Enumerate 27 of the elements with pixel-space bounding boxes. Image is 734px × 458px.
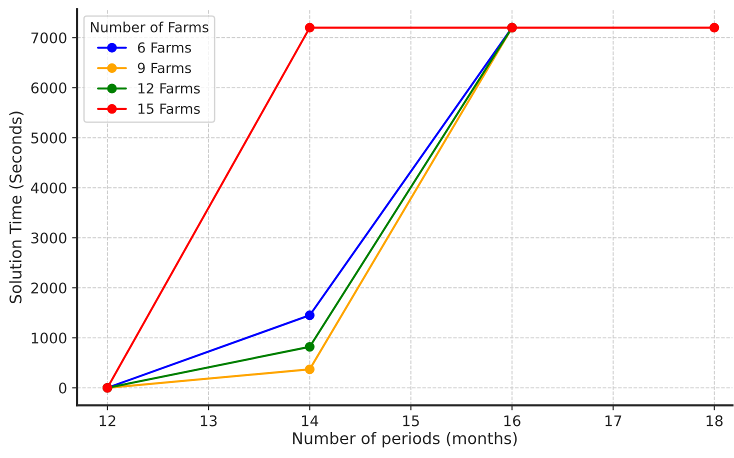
x-tick-label: 15	[403, 416, 419, 426]
y-tick-label: 1000	[32, 332, 66, 344]
point	[709, 22, 720, 33]
legend-label: 15 Farms	[138, 104, 200, 114]
point	[304, 22, 315, 33]
legend-label: 12 Farms	[138, 83, 200, 94]
x-tick-label: 16	[504, 415, 520, 426]
x-tick-label: 14	[302, 416, 318, 426]
y-tick-label: 7000	[31, 32, 66, 44]
y-tick-label: 3000	[31, 232, 66, 244]
x-tick-label: 17	[605, 416, 622, 426]
y-axis-title: Solution Time (Seconds)	[9, 112, 24, 304]
point	[304, 310, 315, 320]
y-tick-label: 2000	[31, 282, 66, 294]
y-tick-label: 0	[59, 382, 66, 394]
legend-label: 9 Farms	[138, 62, 192, 74]
y-tick-label: 5000	[31, 132, 66, 144]
legend-label: 6 Farms	[138, 42, 192, 53]
x-tick-label: 12	[100, 415, 116, 426]
y-tick-label: 6000	[31, 82, 66, 94]
x-axis-title: Number of periods (months)	[293, 432, 517, 448]
y-tick-label: 4000	[30, 182, 66, 194]
x-tick-label: 13	[200, 415, 217, 426]
point	[304, 342, 315, 352]
point	[304, 364, 315, 374]
legend-title: Number of Farms	[90, 22, 208, 32]
x-tick-label: 18	[706, 415, 723, 426]
